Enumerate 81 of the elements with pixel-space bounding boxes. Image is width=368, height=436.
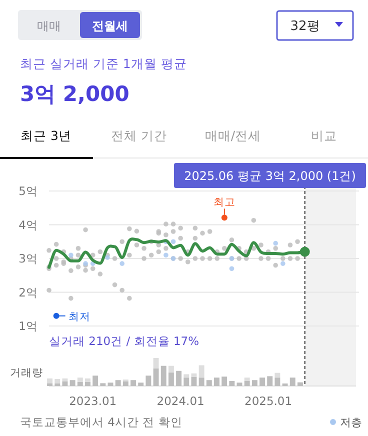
bar [160, 366, 166, 386]
legend-label: 저층 [340, 416, 362, 429]
point [221, 214, 228, 221]
bar [282, 383, 288, 386]
bar [122, 381, 128, 386]
bar [77, 382, 83, 386]
point [273, 240, 278, 246]
bar [236, 382, 242, 386]
point [229, 266, 234, 272]
bar [85, 378, 90, 382]
point [68, 252, 74, 258]
text: 3억 2,000 [20, 82, 130, 106]
point [53, 312, 60, 319]
point [280, 261, 286, 266]
x-tick-label: 2023.01 [69, 394, 117, 408]
bar [70, 380, 76, 386]
point [120, 261, 124, 266]
bar [153, 358, 159, 368]
bar [274, 378, 280, 386]
bar [191, 373, 197, 377]
bar [47, 378, 53, 384]
legend-label: 최저 [68, 310, 90, 323]
text: 매매/전세 [204, 128, 262, 143]
bar [244, 380, 250, 386]
y-tick-label: 5억 [18, 184, 38, 198]
point [170, 239, 176, 244]
bar [146, 376, 152, 386]
bar [184, 378, 190, 386]
bar [222, 376, 228, 386]
bar [191, 376, 197, 386]
y-tick-label: 3억 [18, 252, 38, 266]
bar [62, 381, 68, 386]
text: 매매 [37, 19, 61, 33]
point [164, 252, 168, 258]
bar [168, 372, 174, 386]
point [300, 246, 310, 257]
bar [168, 366, 174, 373]
text: 전월세 [92, 19, 128, 33]
y-tick-label: 4억 [18, 218, 38, 232]
x-tick-label: 2024.01 [156, 394, 204, 408]
bar [115, 380, 121, 386]
bar [214, 378, 220, 386]
bar [100, 383, 106, 386]
ref-line-label: 2025.06 평균 3억 2,000 (1건) [184, 169, 356, 183]
bar [54, 383, 60, 386]
text: 최근 3년 [20, 128, 72, 143]
bar [184, 374, 190, 378]
y-tick-label: 1억 [18, 319, 38, 333]
bar [153, 368, 159, 386]
y-tick-label: 2억 [18, 285, 38, 300]
bar [252, 380, 258, 386]
text: 32평 [290, 19, 320, 34]
bar [47, 383, 53, 386]
bar [297, 382, 303, 386]
bar [267, 376, 273, 386]
bar [85, 382, 90, 386]
bar [62, 378, 68, 382]
point [105, 255, 110, 260]
bar [198, 365, 204, 378]
bar [77, 378, 83, 382]
y-axis-title: 거래량 [10, 367, 43, 379]
bar [176, 370, 182, 386]
bar [244, 378, 250, 381]
text: 비교 [311, 128, 337, 143]
bar [138, 382, 144, 386]
bar [229, 380, 235, 386]
x-tick-label: 2025.01 [244, 394, 292, 408]
text: 최근 실거래 기준 1개월 평균 [20, 56, 187, 71]
text: 실거래 210건 / 회전율 17% [49, 334, 200, 348]
series-label: 최고 [213, 196, 236, 209]
bar [274, 372, 280, 378]
bar [130, 380, 136, 386]
bar [54, 379, 60, 384]
bar [260, 378, 265, 386]
text: 국토교통부에서 4시간 전 확인 [20, 415, 182, 429]
text: 전체 기간 [111, 128, 167, 143]
bar [92, 376, 98, 386]
bar [290, 378, 296, 386]
bar [198, 378, 204, 386]
bar [108, 382, 114, 386]
bar [206, 380, 212, 386]
